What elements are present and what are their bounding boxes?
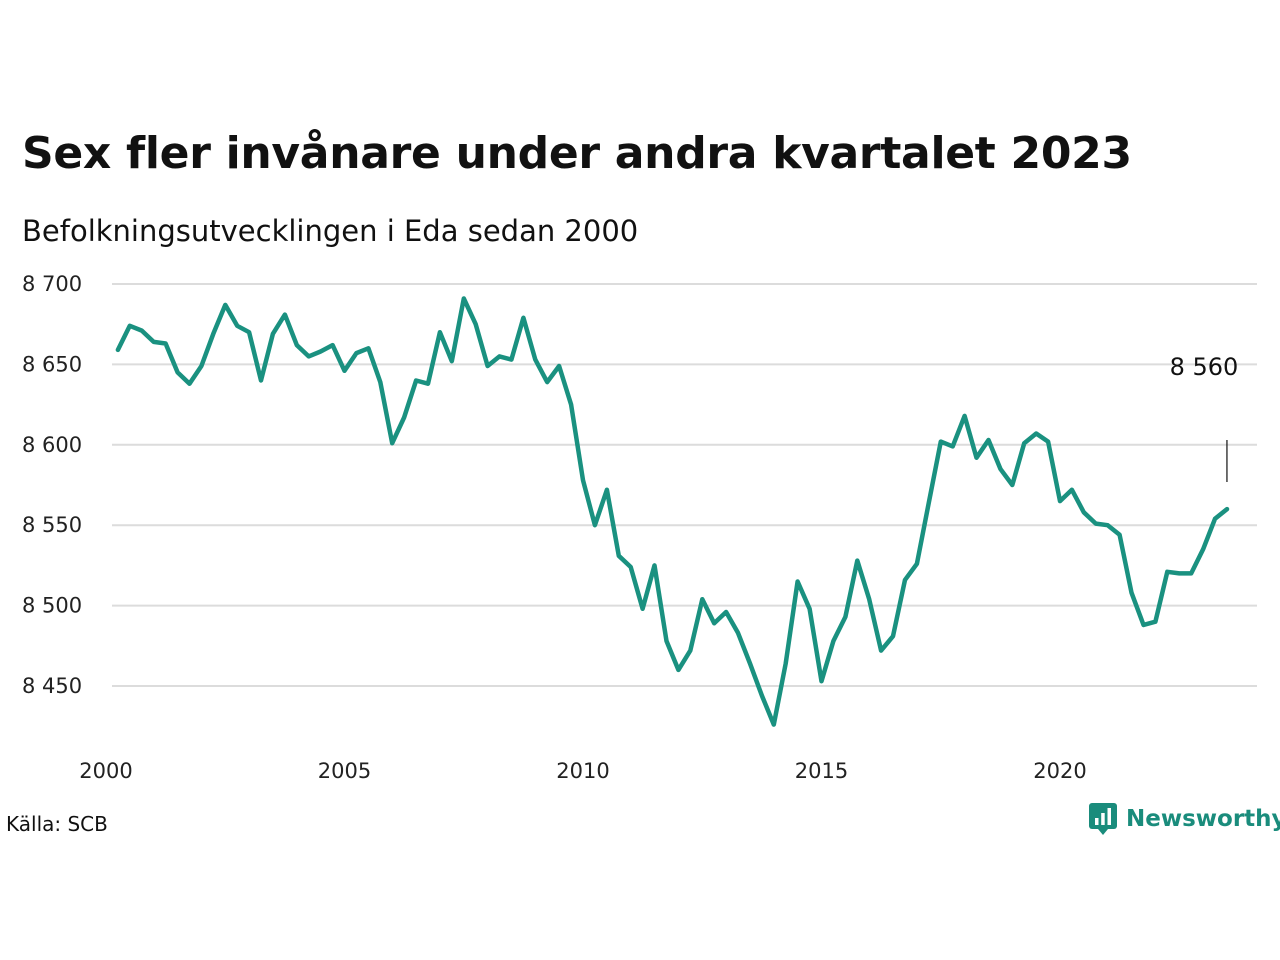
brand-name: Newsworthy [1126, 806, 1280, 832]
x-tick-label: 2020 [1033, 759, 1086, 783]
newsworthy-logo: Newsworthy [1088, 802, 1280, 836]
x-tick-label: 2010 [556, 759, 609, 783]
x-tick-label: 2005 [318, 759, 371, 783]
series-line [115, 296, 1230, 727]
chart-subtitle: Befolkningsutvecklingen i Eda sedan 2000 [22, 214, 639, 248]
y-tick-label: 8 600 [22, 433, 82, 457]
y-tick-label: 8 550 [22, 513, 82, 537]
y-tick-label: 8 700 [22, 272, 82, 296]
x-axis-ticks: 2000 2005 2010 2015 2020 [79, 759, 1086, 783]
y-tick-label: 8 450 [22, 674, 82, 698]
newsworthy-logo-icon [1089, 803, 1117, 835]
chart-title: Sex fler invånare under andra kvartalet … [22, 128, 1132, 179]
last-value-label: 8 560 [1170, 353, 1239, 381]
y-axis-ticks: 8 450 8 500 8 550 8 600 8 650 8 700 [22, 272, 82, 698]
gridlines [112, 283, 1257, 687]
y-tick-label: 8 500 [22, 594, 82, 618]
y-tick-label: 8 650 [22, 352, 82, 376]
x-tick-label: 2000 [79, 759, 132, 783]
x-tick-label: 2015 [795, 759, 848, 783]
source-note: Källa: SCB [6, 812, 108, 836]
